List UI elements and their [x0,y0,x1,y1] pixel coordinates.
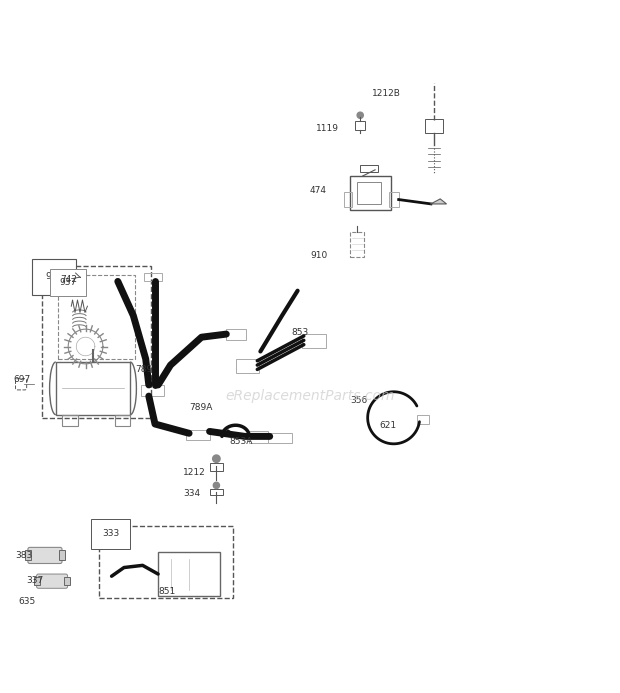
Text: 910: 910 [310,251,327,260]
Bar [236,359,259,373]
Text: eReplacementParts.com: eReplacementParts.com [225,389,395,403]
Bar [62,414,78,426]
Text: 635: 635 [19,597,36,606]
Bar [210,489,223,495]
Bar [249,432,268,443]
Polygon shape [431,199,446,204]
Bar [226,329,246,340]
Bar [115,414,130,426]
Text: 383: 383 [16,552,33,561]
Text: 474: 474 [310,186,327,195]
Text: 621: 621 [379,421,397,430]
Text: 697: 697 [14,375,31,384]
Bar [64,577,70,585]
Bar [344,191,352,207]
Text: 851: 851 [158,587,175,596]
Bar [59,550,65,561]
Bar [360,166,378,172]
Text: 1212B: 1212B [372,89,401,98]
Bar [186,430,210,439]
Text: 356: 356 [350,396,368,405]
Bar [389,191,399,207]
Bar [350,176,391,210]
FancyBboxPatch shape [28,547,62,563]
Bar [302,334,326,348]
Circle shape [357,112,363,119]
Text: 789: 789 [135,365,153,374]
Bar [356,182,381,204]
Bar [158,552,220,596]
Text: 853: 853 [291,328,309,337]
Text: 909: 909 [45,272,63,281]
Bar [417,415,429,424]
Text: 1212: 1212 [183,468,206,477]
Bar [355,121,365,130]
Text: 334: 334 [183,489,200,498]
Text: 1119: 1119 [316,123,339,132]
Bar [99,526,232,597]
Text: 789A: 789A [189,403,213,412]
Text: 937: 937 [60,279,77,288]
Bar [425,119,443,132]
FancyBboxPatch shape [37,574,68,588]
Bar [268,432,292,443]
Text: 333: 333 [102,529,120,538]
Circle shape [213,482,219,489]
Bar [350,231,364,256]
Text: 742: 742 [60,276,77,285]
Bar [42,266,151,418]
Bar [210,463,223,471]
Text: 337: 337 [26,576,43,585]
Bar [144,273,162,281]
Bar [58,275,135,359]
Bar [56,362,130,414]
Circle shape [213,455,220,462]
Bar [141,385,164,396]
Text: 853A: 853A [229,437,253,446]
Bar [34,577,40,585]
Bar [25,550,31,561]
